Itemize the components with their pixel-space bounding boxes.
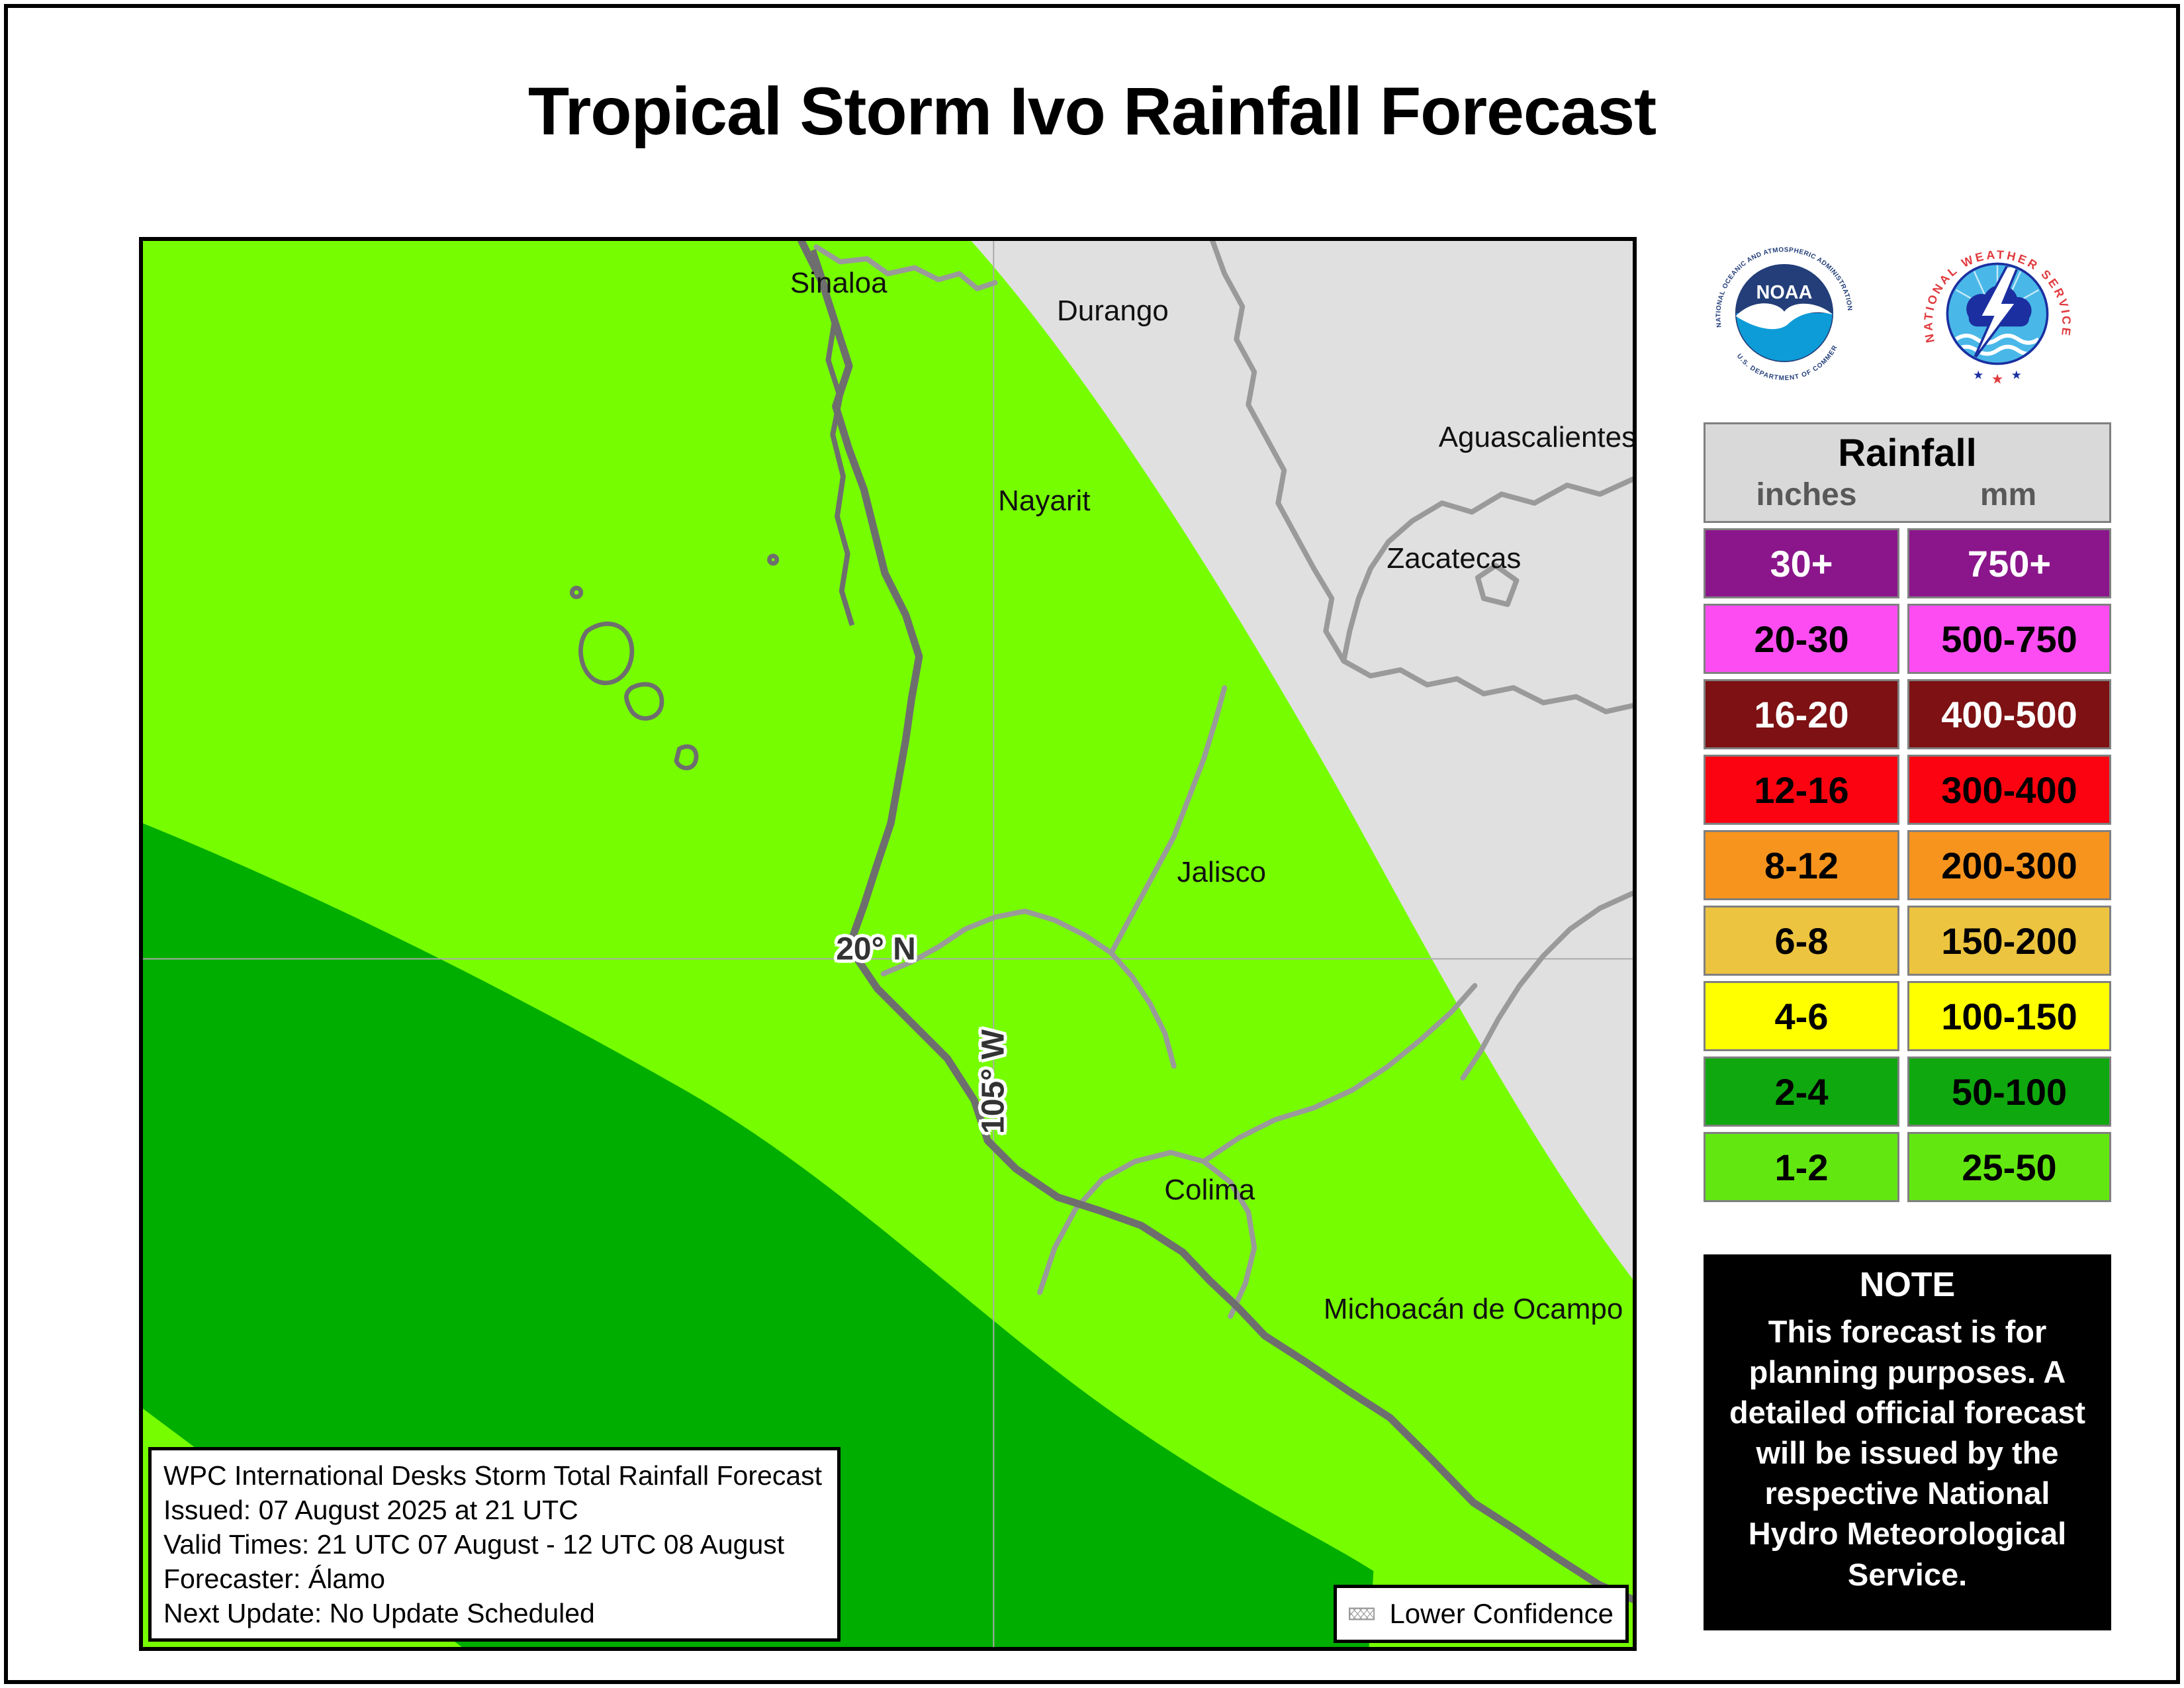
border-aguascalientes: [1475, 563, 1520, 607]
nws-star-right: ★: [2011, 368, 2022, 381]
legend-mm-200-300: 200-300: [1907, 830, 2111, 900]
note-title: NOTE: [1859, 1266, 1956, 1304]
legend-inches-12-16: 12-16: [1704, 755, 1899, 825]
page-border: [4, 4, 2180, 1684]
border-nayarit-jalisco: [880, 908, 1177, 1069]
legend-inches-16-20: 16-20: [1704, 679, 1899, 749]
legend-row: 20-30 500-750: [1704, 604, 2111, 674]
legend-title: Rainfall: [1838, 432, 1977, 475]
legend-row: 2-4 50-100: [1704, 1056, 2111, 1127]
nws-wave-1: [1954, 334, 2040, 345]
legend-inches-20-30: 20-30: [1704, 604, 1899, 674]
legend-inches-4-6: 4-6: [1704, 981, 1899, 1051]
legend-mm-500-750: 500-750: [1907, 604, 2111, 674]
noaa-logo: NOAA NATIONAL OCEANIC AND ATMOSPHERIC AD…: [1711, 238, 1856, 385]
legend-mm-25-50: 25-50: [1907, 1132, 2111, 1202]
lower-confidence-label: Lower Confidence: [1389, 1598, 1614, 1629]
info-line-issued: Issued: 07 August 2025 at 21 UTC: [163, 1494, 578, 1525]
info-line-next-update: Next Update: No Update Scheduled: [163, 1597, 595, 1628]
legend-row: 6-8 150-200: [1704, 906, 2111, 976]
legend-row: 12-16 300-400: [1704, 755, 2111, 825]
legend-inches-6-8: 6-8: [1704, 906, 1899, 976]
label-sinaloa: Sinaloa: [790, 266, 887, 299]
border-sinaloa-durango: [813, 244, 998, 291]
rain-area-2-4: [143, 823, 1374, 1647]
legend-row: 30+ 750+: [1704, 528, 2111, 598]
legend-inches-1-2: 1-2: [1704, 1132, 1899, 1202]
legend-mm-100-150: 100-150: [1907, 981, 2111, 1051]
island-large: [578, 621, 635, 685]
lower-confidence-key: Lower Confidence: [1334, 1585, 1629, 1643]
border-colima: [1037, 1150, 1257, 1319]
border-jalisco-east: [1460, 890, 1633, 1081]
legend-row: 1-2 25-50: [1704, 1132, 2111, 1202]
legend-inches-2-4: 2-4: [1704, 1056, 1899, 1127]
no-rain-land-region: [971, 241, 1633, 1280]
note-body: This forecast is for planning purposes. …: [1729, 1314, 2086, 1592]
islands: [569, 553, 780, 771]
nws-logo: NATIONAL WEATHER SERVICE ★ ★ ★: [1920, 236, 2075, 391]
legend-mm-750plus: 750+: [1907, 528, 2111, 598]
border-durango-east: [1210, 241, 1347, 664]
nws-star-left: ★: [1973, 368, 1983, 381]
noaa-seagull-icon: [1735, 303, 1833, 330]
label-colima: Colima: [1164, 1173, 1255, 1206]
legend-mm-300-400: 300-400: [1907, 755, 2111, 825]
label-jalisco: Jalisco: [1177, 855, 1266, 888]
state-borders: [813, 241, 1633, 1319]
legend-row: 4-6 100-150: [1704, 981, 2111, 1051]
border-zacatecas-north: [1341, 477, 1633, 664]
islet: [569, 585, 584, 600]
page-title: Tropical Storm Ivo Rainfall Forecast: [527, 73, 1657, 149]
rainfall-forecast-map: Sinaloa Durango Aguascalientes Zacatecas…: [139, 237, 1637, 1651]
nws-wave-2: [1954, 344, 2040, 356]
legend-col-inches: inches: [1756, 477, 1857, 512]
noaa-wordmark: NOAA: [1756, 282, 1813, 303]
legend-inches-8-12: 8-12: [1704, 830, 1899, 900]
legend-row: 16-20 400-500: [1704, 679, 2111, 749]
noaa-sky-half: [1735, 264, 1833, 313]
island-medium: [624, 682, 664, 721]
label-zacatecas: Zacatecas: [1387, 542, 1522, 575]
label-lat-20n: 20° N: [836, 931, 916, 967]
label-michoacan: Michoacán de Ocampo: [1323, 1293, 1623, 1326]
label-nayarit: Nayarit: [998, 484, 1091, 517]
legend-inches-30plus: 30+: [1704, 528, 1899, 598]
info-line-product: WPC International Desks Storm Total Rain…: [163, 1460, 823, 1491]
info-line-forecaster: Forecaster: Álamo: [163, 1563, 385, 1594]
legend-row: 8-12 200-300: [1704, 830, 2111, 900]
map-layers: [143, 241, 1633, 1647]
islet-near-coast: [767, 553, 780, 566]
forecast-info-box: WPC International Desks Storm Total Rain…: [148, 1446, 841, 1642]
label-aguascalientes: Aguascalientes: [1438, 421, 1637, 454]
label-durango: Durango: [1057, 295, 1169, 328]
legend-mm-400-500: 400-500: [1907, 679, 2111, 749]
coastline: [797, 241, 1633, 1603]
border-jalisco-michoacan: [1201, 983, 1478, 1164]
legend-mm-150-200: 150-200: [1907, 906, 2111, 976]
legend-header: Rainfall inches mm: [1704, 422, 2111, 523]
note-box: NOTE This forecast is for planning purpo…: [1704, 1254, 2111, 1630]
label-lon-105w: 105° W: [976, 1029, 1011, 1135]
info-line-valid: Valid Times: 21 UTC 07 August - 12 UTC 0…: [163, 1528, 785, 1560]
nws-lightning-icon: [1972, 265, 2020, 361]
rainfall-legend: Rainfall inches mm 30+ 750+ 20-30 500-75…: [1704, 422, 2111, 1202]
crosshatch-swatch-icon: [1349, 1607, 1375, 1620]
estuary-detail: [811, 249, 855, 626]
island-small: [674, 744, 699, 771]
border-nayarit-northeast: [1109, 685, 1228, 956]
legend-mm-50-100: 50-100: [1907, 1056, 2111, 1127]
legend-col-mm: mm: [1979, 477, 2037, 512]
border-zacatecas-south: [1341, 658, 1633, 714]
nws-star-center: ★: [1991, 373, 2003, 387]
